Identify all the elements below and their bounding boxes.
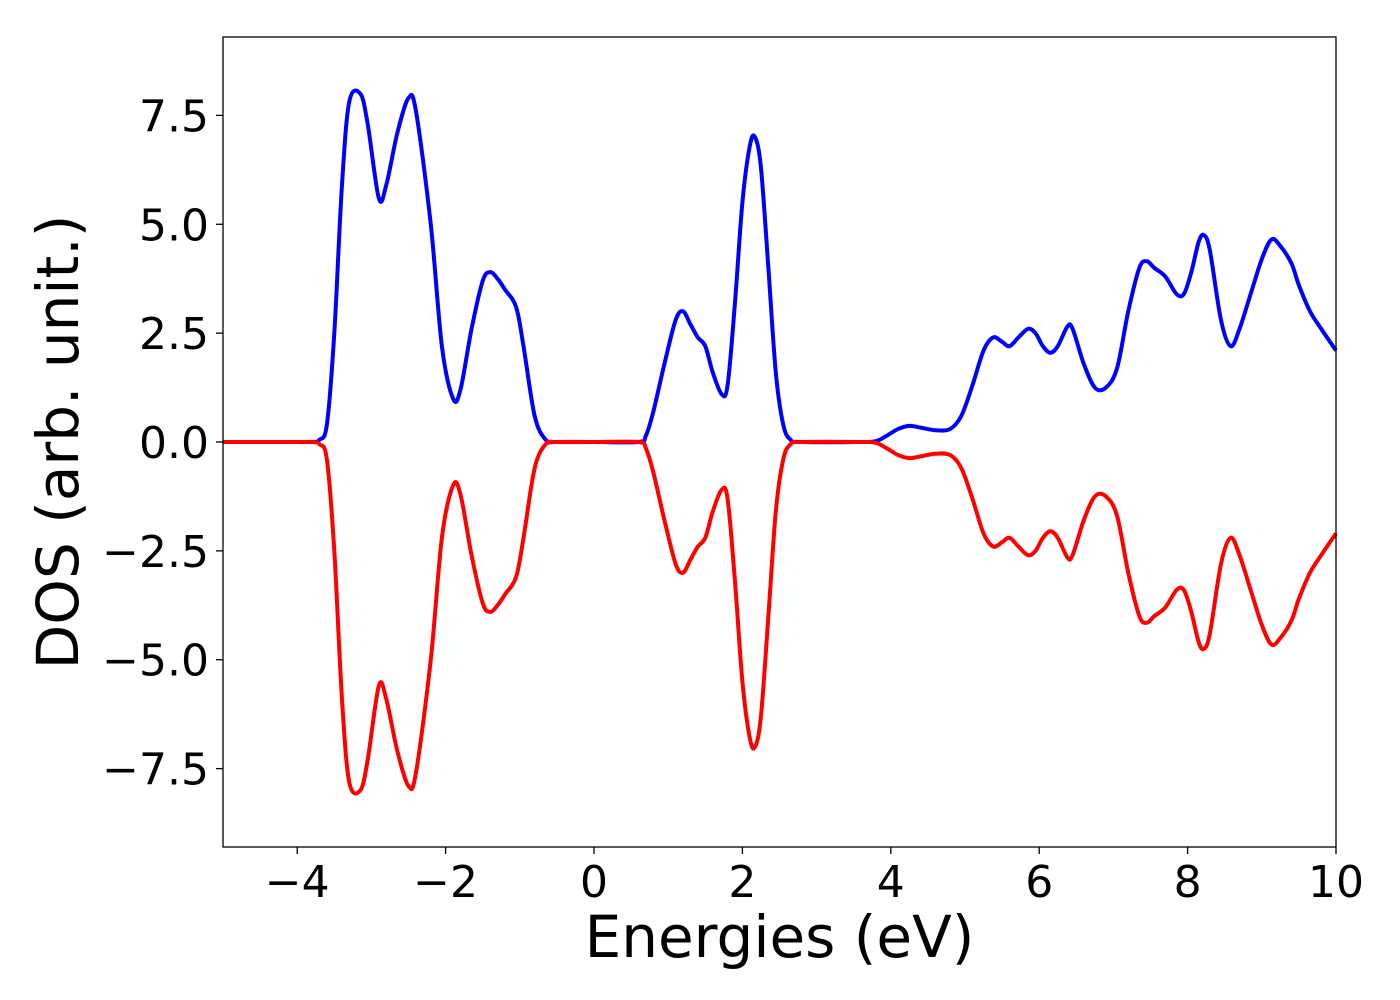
x-tick-label: 10 — [1308, 857, 1364, 908]
y-tick-label: 0.0 — [139, 418, 209, 469]
x-tick-label: 0 — [580, 857, 608, 908]
y-tick-label: 7.5 — [139, 91, 209, 142]
y-axis: 7.5 5.0 2.5 0.0 −2.5 −5.0 −7.5 — [102, 91, 223, 796]
x-tick-label: −2 — [413, 857, 478, 908]
y-tick-label: −7.5 — [102, 745, 209, 796]
x-tick-label: −4 — [265, 857, 330, 908]
y-axis-label: DOS (arb. unit.) — [24, 215, 92, 670]
y-tick-label: 5.0 — [139, 200, 209, 251]
series-layer — [223, 88, 1338, 796]
x-tick-label: 8 — [1174, 857, 1202, 908]
x-axis-label: Energies (eV) — [585, 903, 975, 971]
x-tick-label: 2 — [728, 857, 756, 908]
x-tick-label: 6 — [1025, 857, 1053, 908]
y-tick-label: −2.5 — [102, 527, 209, 578]
series-line-red — [223, 439, 1338, 796]
y-tick-label: 2.5 — [139, 309, 209, 360]
x-tick-label: 4 — [877, 857, 905, 908]
y-tick-label: −5.0 — [102, 636, 209, 687]
series-line-blue — [223, 88, 1338, 445]
x-axis: −4 −2 0 2 4 6 8 10 — [265, 847, 1364, 908]
